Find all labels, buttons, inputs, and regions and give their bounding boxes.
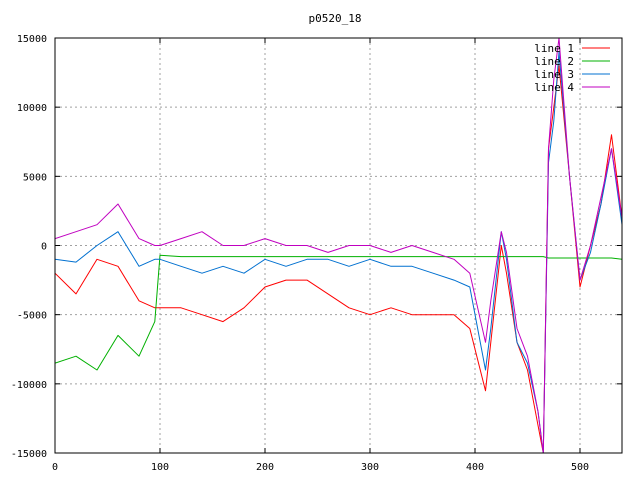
- legend-label: line 1: [534, 42, 574, 55]
- x-tick-label: 300: [361, 462, 379, 473]
- y-tick-label: -5000: [17, 311, 47, 322]
- legend-label: line 3: [534, 68, 574, 81]
- x-tick-label: 100: [151, 462, 169, 473]
- series-line-3: [55, 51, 622, 453]
- legend-label: line 2: [534, 55, 574, 68]
- chart-title: p0520_18: [309, 12, 362, 25]
- y-tick-label: 15000: [17, 34, 47, 45]
- x-axis-ticks: 0 100 200 300 400 500: [52, 38, 589, 473]
- x-tick-label: 500: [571, 462, 589, 473]
- y-tick-label: 5000: [23, 172, 47, 183]
- series-line-4: [55, 38, 622, 453]
- series-layer: [55, 38, 622, 453]
- x-tick-label: 200: [256, 462, 274, 473]
- series-line-2: [55, 254, 622, 371]
- legend-label: line 4: [534, 81, 574, 94]
- grid: [55, 38, 622, 453]
- y-tick-label: 10000: [17, 103, 47, 114]
- y-tick-label: 0: [41, 242, 47, 253]
- y-axis-ticks: -15000 -10000 -5000 0 5000 10000 15000: [11, 34, 622, 460]
- series-group: [55, 38, 622, 453]
- y-tick-label: -15000: [11, 449, 47, 460]
- x-tick-label: 0: [52, 462, 58, 473]
- x-tick-label: 400: [466, 462, 484, 473]
- y-tick-label: -10000: [11, 380, 47, 391]
